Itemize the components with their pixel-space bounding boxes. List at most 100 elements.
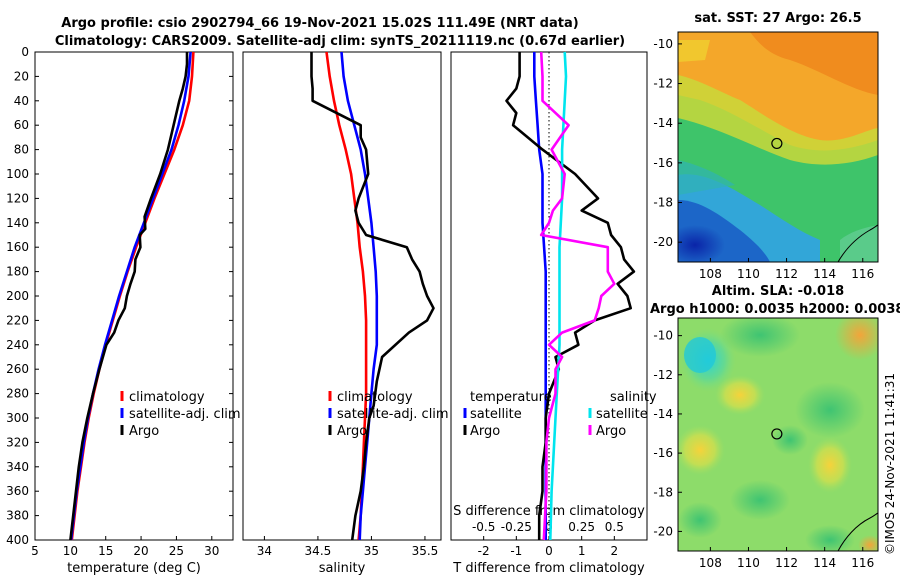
map-y-tick-label: -20 (653, 235, 673, 249)
x-tick-label: 35 (364, 544, 379, 558)
sla-map-subtitle: Argo h1000: 0.0035 h2000: 0.0038 (650, 302, 900, 317)
legend-label: satellite (596, 407, 648, 422)
y-tick-label: 360 (6, 484, 29, 498)
sst-map-frame (677, 31, 879, 263)
y-tick-label: 260 (6, 362, 29, 376)
sst-map-title: sat. SST: 27 Argo: 26.5 (694, 11, 861, 26)
sla-coastline (837, 512, 879, 552)
y-tick-label: 240 (6, 338, 29, 352)
argo-location-marker (771, 428, 783, 440)
series-line-t-argo (505, 52, 636, 540)
y-tick-label: 300 (6, 411, 29, 425)
salinity-panel: 34 34.5 35 35.5 salinity climatology satellite… (242, 51, 449, 576)
copyright-stamp: ©IMOS 24-Nov-2021 11:41:31 (883, 373, 897, 555)
y-tick-label: 80 (14, 143, 29, 157)
series-line-satellite-adj-clim (69, 51, 192, 541)
map-y-tick-label: -18 (653, 196, 673, 210)
legend-label: temperature (470, 390, 552, 405)
y-tick-label: 220 (6, 313, 29, 327)
series-line-argo (69, 52, 189, 541)
argo-location-marker (771, 137, 783, 150)
x-tick-label: 20 (133, 544, 148, 558)
difference-panel: -2 -1 0 1 2 T difference from climatology S di… (450, 51, 657, 576)
x-tick-label: -1 (510, 544, 522, 558)
map-y-tick-label: -10 (653, 37, 673, 51)
x-tick-label: 34 (257, 544, 272, 558)
y-tick-label: 180 (6, 265, 29, 279)
series-line-argo (310, 52, 435, 541)
map-y-tick-label: -10 (653, 329, 673, 343)
x-tick-label: 2 (611, 544, 619, 558)
legend-label: satellite-adj. clim (337, 407, 449, 422)
x-tick-label: 34.5 (305, 544, 332, 558)
secondary-x-tick-label: -0.5 (472, 520, 495, 534)
map-y-tick-label: -12 (653, 77, 673, 91)
y-tick-label: 100 (6, 167, 29, 181)
x-tick-label: 35.5 (412, 544, 439, 558)
sla-map-title: Altim. SLA: -0.018 (712, 284, 844, 299)
x-tick-label: 15 (98, 544, 113, 558)
y-tick-label: 400 (6, 533, 29, 547)
y-tick-label: 20 (14, 69, 29, 83)
map-x-tick-label: 108 (699, 556, 722, 570)
y-tick-label: 0 (21, 45, 29, 59)
map-y-tick-label: -20 (653, 524, 673, 538)
x-tick-label: 5 (31, 544, 39, 558)
map-x-tick-label: 114 (813, 267, 836, 281)
secondary-x-tick-label: 0.25 (568, 520, 595, 534)
x-tick-label: -2 (478, 544, 490, 558)
secondary-x-axis-label: S difference from climatology (453, 504, 645, 519)
map-x-tick-label: 110 (737, 556, 760, 570)
series-line-s-satellite (549, 51, 568, 541)
secondary-x-tick-label: -0.25 (501, 520, 532, 534)
y-tick-label: 160 (6, 240, 29, 254)
legend-label: Argo (337, 424, 367, 439)
map-x-tick-label: 116 (851, 556, 874, 570)
y-tick-label: 140 (6, 216, 29, 230)
plot-frame (34, 51, 234, 541)
map-x-tick-label: 114 (813, 556, 836, 570)
legend-label: Argo (129, 424, 159, 439)
sla-map-frame (677, 317, 879, 552)
y-tick-label: 380 (6, 509, 29, 523)
y-tick-label: 320 (6, 435, 29, 449)
figure-title-line1: Argo profile: csio 2902794_66 19-Nov-202… (61, 16, 578, 31)
map-y-tick-label: -14 (653, 116, 673, 130)
y-tick-label: 40 (14, 94, 29, 108)
x-tick-label: 25 (169, 544, 184, 558)
map-y-tick-label: -14 (653, 407, 673, 421)
plot-frame (242, 51, 442, 541)
x-tick-label: 0 (545, 544, 553, 558)
y-tick-label: 200 (6, 289, 29, 303)
map-y-tick-label: -12 (653, 368, 673, 382)
secondary-x-tick-label: 0 (545, 520, 553, 534)
map-x-tick-label: 112 (775, 267, 798, 281)
sst-coastline (837, 224, 879, 263)
x-axis-label: temperature (deg C) (67, 561, 201, 576)
legend-label: satellite-adj. clim (129, 407, 241, 422)
series-line-climatology (325, 51, 368, 541)
secondary-x-tick-label: 0.5 (605, 520, 624, 534)
sst-map: 108 110 112 114 116 -10 -12 -14 -16 -18 -20 (653, 31, 879, 281)
x-axis-label: salinity (319, 561, 366, 576)
legend-label: Argo (596, 424, 626, 439)
map-y-tick-label: -18 (653, 485, 673, 499)
x-tick-label: 1 (578, 544, 586, 558)
map-x-tick-label: 116 (851, 267, 874, 281)
map-y-tick-label: -16 (653, 156, 673, 170)
legend-label: climatology (129, 390, 205, 405)
y-tick-label: 60 (14, 118, 29, 132)
x-tick-label: 30 (204, 544, 219, 558)
y-tick-label: 280 (6, 387, 29, 401)
map-x-tick-label: 110 (737, 267, 760, 281)
legend-label: salinity (610, 390, 657, 405)
sst-heatmap-field (678, 32, 878, 262)
map-x-tick-label: 112 (775, 556, 798, 570)
map-y-tick-label: -16 (653, 446, 673, 460)
sla-heatmap-field (678, 318, 878, 551)
series-line-s-argo (539, 51, 616, 541)
legend-label: climatology (337, 390, 413, 405)
map-x-tick-label: 108 (699, 267, 722, 281)
figure-title-line2: Climatology: CARS2009. Satellite-adj cli… (55, 34, 625, 49)
